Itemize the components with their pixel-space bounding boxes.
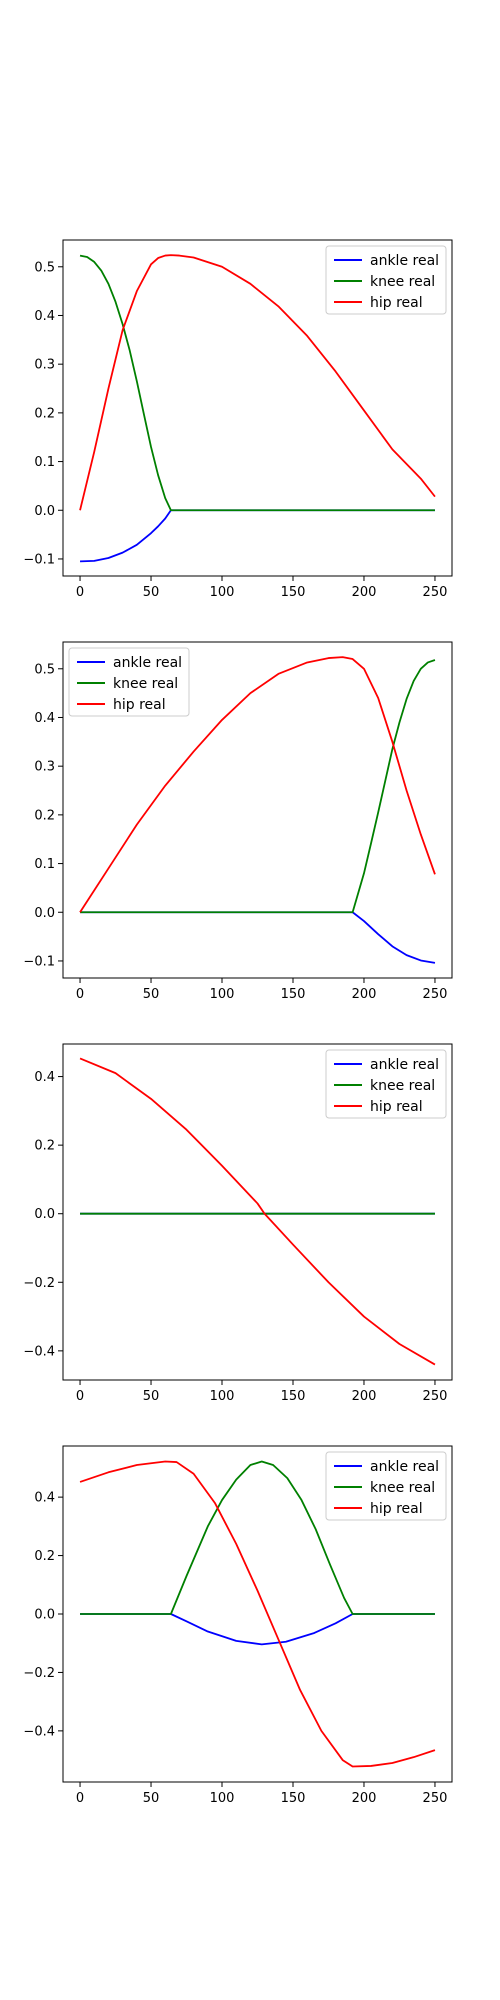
y-tick-label: 0.5	[34, 260, 55, 275]
axes-frame	[62, 239, 453, 577]
y-tick-label: 0.2	[34, 406, 55, 421]
series-line-knee-real	[79, 254, 435, 512]
x-tick-label: 100	[210, 987, 235, 1002]
legend-label: knee real	[370, 274, 435, 290]
x-tick-label: 50	[143, 585, 160, 600]
x-tick-label: 250	[423, 1791, 448, 1806]
axes-frame	[62, 641, 453, 979]
series-line-knee-real	[80, 659, 436, 914]
legend-label: ankle real	[370, 253, 439, 269]
y-tick-label: −0.2	[23, 1276, 55, 1291]
legend-label: ankle real	[370, 1057, 439, 1073]
x-tick-label: 100	[210, 585, 235, 600]
legend-label: hip real	[370, 295, 423, 311]
y-tick-label: 0.4	[34, 1070, 55, 1085]
legend-label: hip real	[113, 697, 166, 713]
x-tick-label: 200	[352, 987, 377, 1002]
legend-box	[325, 1049, 447, 1119]
x-tick-label: 0	[76, 1389, 84, 1404]
y-tick-label: 0.0	[34, 1608, 55, 1623]
y-tick-label: 0.0	[34, 1207, 55, 1222]
y-tick-label: −0.1	[23, 552, 55, 567]
x-tick-label: 150	[281, 987, 306, 1002]
y-tick-label: 0.4	[34, 1491, 55, 1506]
legend-box	[325, 245, 447, 315]
x-tick-label: 50	[143, 1791, 160, 1806]
axes-frame	[62, 1043, 453, 1381]
legend-label: ankle real	[370, 1459, 439, 1475]
legend-label: ankle real	[113, 655, 182, 671]
chart-1: 0 50 100 150 200 250 −0.1 0.0 0.1 0.2 0.3 0.4 0.5 ank…	[23, 239, 453, 600]
series-line-ankle-real	[80, 509, 435, 563]
legend-label: hip real	[370, 1099, 423, 1115]
legend: ankle real knee real hip real	[68, 647, 190, 717]
y-tick-label: 0.2	[34, 808, 55, 823]
legend: ankle real knee real hip real	[325, 1049, 447, 1119]
legend-box	[68, 647, 190, 717]
y-tick-label: 0.4	[34, 711, 55, 726]
legend-label: hip real	[370, 1501, 423, 1517]
series-line-hip-real	[79, 254, 436, 511]
y-tick-label: 0.3	[34, 760, 55, 775]
y-tick-label: 0.0	[34, 504, 55, 519]
y-tick-label: −0.4	[23, 1724, 55, 1739]
y-tick-label: 0.2	[34, 1549, 55, 1564]
series-line-hip-real	[79, 656, 436, 913]
x-tick-label: 50	[143, 1389, 160, 1404]
y-tick-label: −0.2	[23, 1666, 55, 1681]
y-tick-label: 0.5	[34, 662, 55, 677]
chart-4: 0 50 100 150 200 250 −0.4 −0.2 0.0 0.2 0.4 ankle re…	[23, 1445, 453, 1806]
chart-2: 0 50 100 150 200 250 −0.1 0.0 0.1 0.2 0.3 0.4 0.5 ank…	[23, 641, 453, 1002]
x-tick-label: 100	[210, 1389, 235, 1404]
y-tick-label: −0.4	[23, 1344, 55, 1359]
y-tick-label: 0.3	[34, 358, 55, 373]
x-tick-label: 200	[352, 1389, 377, 1404]
legend: ankle real knee real hip real	[325, 1451, 447, 1521]
y-tick-label: 0.1	[34, 455, 55, 470]
y-tick-label: 0.4	[34, 309, 55, 324]
series-line-ankle-real	[80, 911, 436, 964]
series-line-hip-real	[79, 1460, 436, 1768]
x-tick-label: 150	[281, 1389, 306, 1404]
series-line-knee-real	[80, 1460, 435, 1615]
y-tick-label: 0.2	[34, 1139, 55, 1154]
x-tick-label: 250	[423, 585, 448, 600]
legend: ankle real knee real hip real	[325, 245, 447, 315]
y-tick-label: 0.1	[34, 857, 55, 872]
legend-label: knee real	[370, 1078, 435, 1094]
x-tick-label: 200	[352, 1791, 377, 1806]
x-tick-label: 150	[281, 1791, 306, 1806]
x-tick-label: 0	[76, 585, 84, 600]
legend-label: knee real	[113, 676, 178, 692]
x-tick-label: 250	[423, 987, 448, 1002]
chart-3: 0 50 100 150 200 250 −0.4 −0.2 0.0 0.2 0.4 ankle re…	[23, 1043, 453, 1404]
x-tick-label: 150	[281, 585, 306, 600]
x-tick-label: 50	[143, 987, 160, 1002]
x-tick-label: 0	[76, 1791, 84, 1806]
legend-box	[325, 1451, 447, 1521]
x-tick-label: 200	[352, 585, 377, 600]
legend-label: knee real	[370, 1480, 435, 1496]
series-line-hip-real	[79, 1057, 436, 1366]
x-tick-label: 250	[423, 1389, 448, 1404]
x-tick-label: 0	[76, 987, 84, 1002]
series-line-ankle-real	[80, 1613, 435, 1646]
y-tick-label: 0.0	[34, 906, 55, 921]
x-tick-label: 100	[210, 1791, 235, 1806]
y-tick-label: −0.1	[23, 954, 55, 969]
